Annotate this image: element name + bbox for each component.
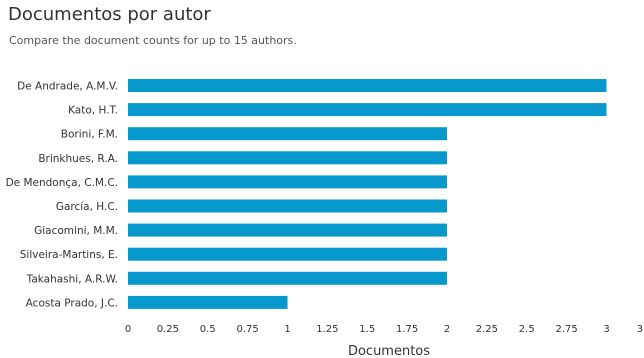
- bar[interactable]: [128, 127, 447, 140]
- x-tick-label: 0: [125, 324, 131, 335]
- x-tick-label: 0.75: [236, 324, 258, 335]
- bar[interactable]: [128, 272, 447, 285]
- bar[interactable]: [128, 151, 447, 164]
- x-tick-label: 0.5: [200, 324, 216, 335]
- bars-group: [128, 79, 607, 309]
- x-tick-label: 2.25: [476, 324, 498, 335]
- bar[interactable]: [128, 103, 607, 116]
- y-tick-label: Brinkhues, R.A.: [38, 153, 118, 165]
- x-tick-label: 2: [444, 324, 450, 335]
- bar[interactable]: [128, 296, 288, 309]
- x-tick-label: 1.25: [316, 324, 338, 335]
- y-tick-label: García, H.C.: [56, 201, 118, 213]
- x-tick-label: 1.75: [396, 324, 418, 335]
- bar[interactable]: [128, 175, 447, 188]
- y-tick-label: Takahashi, A.R.W.: [26, 273, 118, 285]
- x-tick-label: 3: [603, 324, 609, 335]
- x-axis-label: Documentos: [348, 344, 430, 358]
- bar[interactable]: [128, 200, 447, 213]
- y-tick-label: Kato, H.T.: [68, 105, 118, 117]
- bar[interactable]: [128, 248, 447, 261]
- x-tick-label: 2.75: [555, 324, 577, 335]
- bar[interactable]: [128, 224, 447, 237]
- x-tick-label: 0.25: [157, 324, 179, 335]
- y-tick-label: Giacomini, M.M.: [34, 225, 118, 237]
- x-axis-ticks: 0 0.25 0.5 0.75 1 1.25 1.5 1.75 2 2.25 2.5 2.75 3 3…: [125, 324, 644, 335]
- y-tick-label: Borini, F.M.: [61, 129, 118, 141]
- x-tick-label: 1.5: [359, 324, 375, 335]
- x-tick-label: 1: [284, 324, 290, 335]
- x-tick-label: 3…: [637, 324, 644, 335]
- bar[interactable]: [128, 79, 607, 92]
- x-tick-label: 2.5: [519, 324, 535, 335]
- y-tick-label: De Mendonça, C.M.C.: [6, 177, 118, 189]
- y-tick-label: De Andrade, A.M.V.: [17, 81, 118, 93]
- y-tick-label: Silveira-Martins, E.: [20, 249, 118, 261]
- y-tick-label: Acosta Prado, J.C.: [26, 297, 118, 309]
- y-axis-labels: De Andrade, A.M.V. Kato, H.T. Borini, F.M.…: [6, 81, 118, 310]
